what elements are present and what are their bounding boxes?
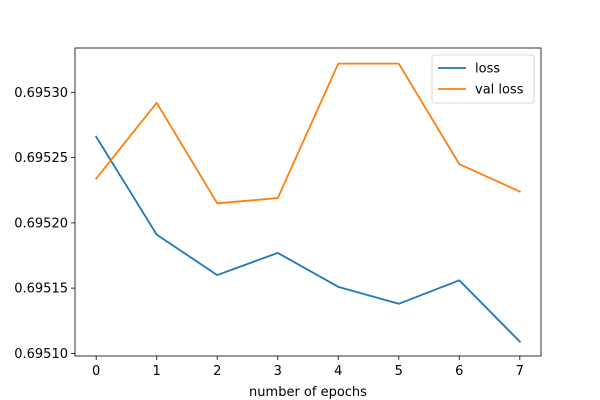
- x-tick-label: 7: [516, 364, 524, 379]
- legend-label: loss: [475, 62, 500, 77]
- series-line-val-loss: [94, 62, 522, 205]
- x-axis-ticks: 0 1 2 3 4 5 6 7: [92, 356, 524, 379]
- legend-box: [431, 54, 535, 104]
- x-tick-label: 5: [395, 364, 403, 379]
- y-tick-label: 0.69510: [14, 347, 68, 362]
- y-tick-label: 0.69515: [14, 282, 68, 297]
- y-tick-label: 0.69530: [14, 86, 68, 101]
- legend: loss val loss: [431, 54, 535, 104]
- axes-frame: [74, 47, 542, 357]
- legend-label: val loss: [475, 83, 524, 98]
- y-axis-ticks: 0.69510 0.69515 0.69520 0.69525 0.69530: [14, 86, 75, 362]
- y-tick-label: 0.69520: [14, 216, 68, 231]
- x-tick-label: 0: [92, 364, 100, 379]
- y-tick-label: 0.69525: [14, 151, 68, 166]
- x-axis-label: number of epochs: [249, 385, 367, 400]
- x-tick-label: 2: [213, 364, 221, 379]
- x-tick-label: 6: [455, 364, 463, 379]
- x-tick-label: 1: [153, 364, 161, 379]
- x-tick-label: 3: [274, 364, 282, 379]
- legend-items: loss val loss: [438, 62, 524, 98]
- series-line-loss: [94, 135, 522, 343]
- series-layer: [94, 62, 522, 343]
- x-tick-label: 4: [334, 364, 342, 379]
